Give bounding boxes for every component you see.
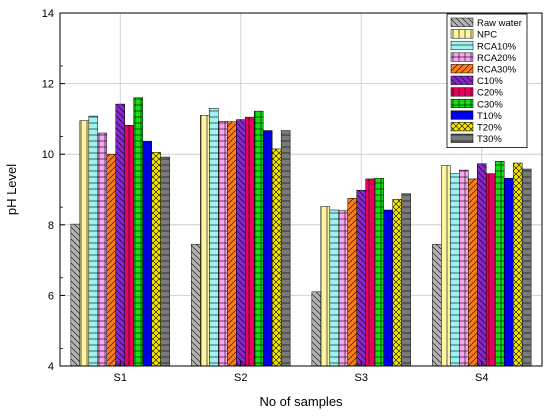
legend-swatch: [450, 98, 474, 109]
legend-item: C30%: [450, 98, 503, 110]
bar-S1-c30-: [133, 97, 143, 367]
bar-group-S3: [311, 177, 411, 367]
x-axis-label: No of samples: [259, 394, 343, 409]
bar-S2-t20-: [271, 148, 282, 367]
legend-item: Raw water: [450, 17, 522, 29]
legend: Raw waterNPCRCA10%RCA20%RCA30%C10%C20%C3…: [446, 13, 528, 149]
bar-S3-rca10-: [329, 209, 340, 367]
bar-group-S2: [191, 108, 291, 367]
bar-S2-rca30-: [227, 121, 237, 367]
y-tick-label: 12: [42, 79, 54, 91]
legend-swatch: [450, 29, 474, 39]
bar-group-S1: [70, 97, 170, 367]
x-tick-label: S4: [475, 372, 488, 384]
bar-S4-npc: [441, 165, 451, 367]
x-tick-label: S1: [114, 372, 127, 384]
x-tick-label: S2: [234, 372, 247, 384]
y-tick-label: 6: [48, 290, 54, 302]
x-axis: S1 S2 S3 S4: [114, 361, 488, 384]
legend-swatch: [450, 64, 474, 74]
bar-group-S4: [432, 161, 532, 367]
y-tick-label: 14: [42, 8, 54, 20]
bar-S4-rca30-: [468, 178, 478, 367]
x-tick-label: S3: [355, 372, 368, 384]
legend-label: T20%: [477, 123, 502, 134]
y-tick-label: 4: [48, 361, 54, 373]
bar-S4-c20-: [485, 173, 496, 367]
bar-S1-t10-: [142, 140, 152, 367]
legend-item: T30%: [450, 133, 502, 145]
bar-S4-c30-: [494, 161, 505, 367]
bar-S1-rca10-: [88, 115, 99, 367]
bar-S2-rca20-: [218, 121, 228, 367]
legend-swatch: [450, 122, 474, 132]
bar-S3-c20-: [365, 178, 375, 367]
bar-S4-rca20-: [459, 169, 469, 367]
legend-label: T30%: [477, 134, 502, 145]
legend-label: RCA10%: [477, 41, 517, 52]
legend-swatch: [450, 75, 474, 85]
bar-S1-raw-water: [70, 223, 81, 367]
bar-S1-rca30-: [106, 153, 117, 367]
bar-S4-c10-: [477, 163, 487, 367]
bar-S1-c10-: [115, 103, 125, 367]
legend-swatch: [450, 133, 474, 143]
legend-label: C10%: [477, 76, 503, 87]
legend-label: C20%: [477, 88, 503, 99]
legend-label: RCA20%: [477, 53, 517, 64]
bar-S2-npc: [200, 115, 210, 367]
legend-label: Raw water: [477, 18, 522, 29]
bar-S1-t30-: [160, 156, 170, 367]
bar-S3-t30-: [401, 193, 411, 367]
legend-item: T10%: [450, 110, 502, 122]
legend-item: T20%: [450, 122, 502, 134]
bar-S1-rca20-: [97, 132, 108, 367]
legend-label: C30%: [477, 99, 503, 110]
legend-item: C20%: [450, 87, 503, 99]
bar-S2-t30-: [280, 130, 291, 367]
bar-S4-t10-: [503, 177, 514, 367]
plot-frame: [59, 12, 543, 367]
legend-label: NPC: [477, 30, 497, 41]
bar-S3-c30-: [374, 177, 384, 367]
bar-S3-rca20-: [338, 210, 349, 367]
legend-item: NPC: [450, 29, 497, 41]
bar-S2-raw-water: [191, 243, 201, 367]
bar-S3-rca30-: [347, 198, 358, 367]
bar-S4-raw-water: [432, 243, 442, 367]
y-tick-label: 10: [42, 149, 54, 161]
legend-swatch: [450, 17, 474, 27]
bar-S2-t10-: [262, 130, 273, 367]
legend-item: C10%: [450, 75, 503, 87]
bar-S4-t20-: [512, 162, 523, 367]
bar-S4-rca10-: [450, 173, 460, 367]
bar-S1-npc: [79, 120, 90, 367]
y-axis: 4 6 8 10 12 14: [42, 8, 65, 373]
legend-item: RCA30%: [450, 64, 517, 76]
y-tick-label: 8: [48, 220, 54, 232]
legend-swatch: [450, 52, 474, 62]
legend-swatch: [450, 87, 474, 97]
legend-item: RCA10%: [450, 40, 517, 52]
bar-S3-npc: [320, 206, 331, 367]
legend-label: RCA30%: [477, 65, 517, 76]
bar-S3-t20-: [392, 199, 402, 367]
legend-swatch: [450, 40, 474, 51]
bar-S1-c20-: [124, 125, 134, 367]
bar-S3-c10-: [356, 189, 366, 367]
legend-swatch: [450, 110, 474, 120]
legend-item: RCA20%: [450, 52, 517, 64]
bar-S2-rca10-: [209, 108, 219, 367]
bar-S2-c20-: [244, 116, 255, 367]
bar-S3-t10-: [383, 209, 393, 367]
bar-S2-c10-: [236, 119, 246, 367]
legend-label: T10%: [477, 111, 502, 122]
y-axis-label: pH Level: [4, 164, 19, 215]
bar-S4-t30-: [521, 168, 532, 367]
bar-S2-c30-: [253, 110, 264, 367]
bar-S1-t20-: [151, 152, 161, 367]
bar-S3-raw-water: [311, 291, 322, 367]
